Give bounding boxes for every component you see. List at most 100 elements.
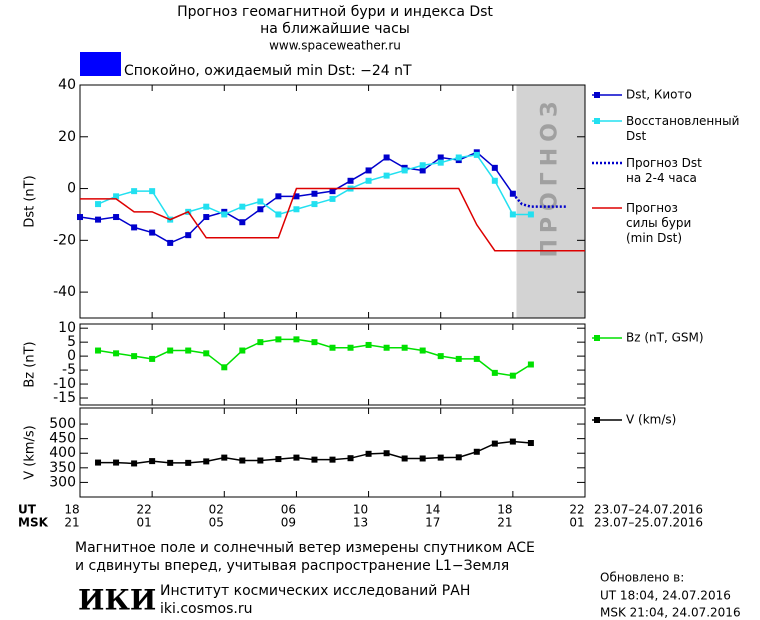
forecast-label: ПРОГНОЗ: [538, 95, 563, 257]
x-tick-label: 02: [209, 503, 224, 517]
x-tick-label: 14: [425, 503, 440, 517]
point: [311, 339, 318, 346]
y-tick-label: 450: [49, 431, 76, 447]
point: [149, 355, 156, 362]
point: [527, 211, 534, 218]
point: [473, 151, 480, 158]
point: [95, 347, 102, 354]
note: и сдвинуты вперед, учитывая распростране…: [75, 558, 509, 574]
point: [491, 369, 498, 376]
point: [149, 188, 156, 195]
point: [185, 347, 192, 354]
point: [419, 162, 426, 169]
point: [185, 459, 192, 466]
point: [167, 459, 174, 466]
point: [329, 188, 336, 195]
status-swatch: [80, 52, 121, 76]
subtitle: на ближайшие часы: [260, 21, 410, 37]
point: [131, 353, 138, 360]
legend-label: Прогноз силы бури (min Dst): [626, 201, 691, 245]
point: [275, 456, 282, 463]
updated-msk: MSK 21:04, 24.07.2016: [600, 606, 741, 620]
point: [131, 224, 138, 231]
point: [293, 206, 300, 213]
y-tick-label: 10: [58, 320, 76, 336]
x-tick-label-msk: 05: [209, 516, 224, 530]
point: [455, 154, 462, 161]
point: [113, 350, 120, 357]
point: [401, 167, 408, 174]
legend-label: Восстановленный Dst: [626, 114, 739, 143]
point: [365, 167, 372, 174]
point: [257, 457, 264, 464]
point: [221, 211, 228, 218]
updated-ut: UT 18:04, 24.07.2016: [600, 589, 731, 603]
series-line: [97, 154, 531, 221]
point: [509, 372, 516, 379]
y-tick-label: 350: [49, 460, 76, 476]
x-tick-label: 18: [497, 503, 512, 517]
y-tick-label: -15: [53, 390, 76, 406]
forecast-region: [516, 85, 585, 318]
point: [491, 164, 498, 171]
title: Прогноз геомагнитной бури и индекса Dst: [177, 4, 493, 20]
y-tick-label: -10: [53, 376, 76, 392]
point: [221, 454, 228, 461]
point: [347, 177, 354, 184]
logo: ИКИ: [78, 584, 156, 617]
x-tick-label-msk: 13: [353, 516, 368, 530]
point: [347, 455, 354, 462]
legend-label: Dst, Киото: [626, 88, 692, 102]
point: [221, 364, 228, 371]
point: [383, 172, 390, 179]
point: [95, 216, 102, 223]
y-tick-label: 0: [67, 348, 76, 364]
point: [239, 347, 246, 354]
point: [491, 177, 498, 184]
plot-frame: [79, 323, 586, 406]
point: [437, 353, 444, 360]
point: [167, 239, 174, 246]
y-tick-label: 20: [58, 129, 76, 145]
point: [419, 167, 426, 174]
site: www.spaceweather.ru: [269, 39, 401, 53]
x-tick-label-msk: 01: [569, 516, 584, 530]
updated: Обновлено в:: [600, 571, 684, 585]
point: [311, 190, 318, 197]
point: [437, 159, 444, 166]
point: [329, 344, 336, 351]
y-axis-label: Dst (nT): [23, 175, 38, 227]
legend-marker: [594, 118, 600, 124]
point: [113, 214, 120, 221]
point: [455, 454, 462, 461]
y-tick-label: -40: [53, 284, 76, 300]
institute: Институт космических исследований РАН: [160, 583, 470, 599]
point: [509, 211, 516, 218]
x-tick-label: 10: [353, 503, 368, 517]
y-tick-label: -5: [62, 362, 76, 378]
point: [473, 355, 480, 362]
point: [329, 195, 336, 202]
point: [473, 448, 480, 455]
point: [509, 438, 516, 445]
point: [401, 455, 408, 462]
ut-dates: 23.07–24.07.2016: [594, 503, 703, 517]
point: [257, 198, 264, 205]
series-line: [80, 187, 585, 252]
point: [293, 454, 300, 461]
point: [437, 154, 444, 161]
point: [113, 193, 120, 200]
note: Магнитное поле и солнечный ветер измерен…: [75, 540, 535, 556]
legend-marker: [594, 417, 600, 423]
point: [203, 458, 210, 465]
point: [203, 350, 210, 357]
point: [149, 229, 156, 236]
point: [419, 455, 426, 462]
point: [257, 206, 264, 213]
point: [329, 456, 336, 463]
legend-marker: [594, 335, 600, 341]
y-tick-label: 400: [49, 445, 76, 461]
point: [185, 232, 192, 239]
y-tick-label: 500: [49, 416, 76, 432]
